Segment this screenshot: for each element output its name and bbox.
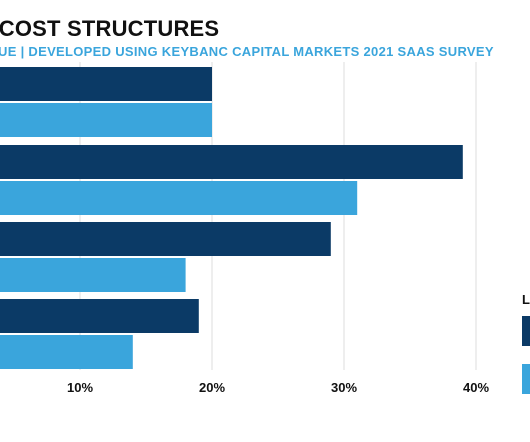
x-tick-label: 40% [463, 380, 489, 395]
bar-series1-group2 [0, 145, 463, 179]
x-tick-label: 10% [67, 380, 93, 395]
bar-series2-group2 [0, 181, 358, 215]
chart-subtitle: UE | DEVELOPED USING KEYBANC CAPITAL MAR… [0, 44, 494, 59]
bar-series1-group1 [0, 67, 212, 101]
x-tick-label: 20% [199, 380, 225, 395]
bar-series2-group1 [0, 103, 212, 137]
legend-swatch-dark [522, 316, 530, 346]
legend-swatch-light [522, 364, 530, 394]
chart-title: 0 COST STRUCTURES [0, 16, 220, 41]
legend-title: L [522, 292, 530, 307]
bar-series1-group4 [0, 299, 199, 333]
bar-series1-group3 [0, 222, 331, 256]
bar-series2-group3 [0, 258, 186, 292]
bar-series2-group4 [0, 335, 133, 369]
x-tick-label: 30% [331, 380, 357, 395]
